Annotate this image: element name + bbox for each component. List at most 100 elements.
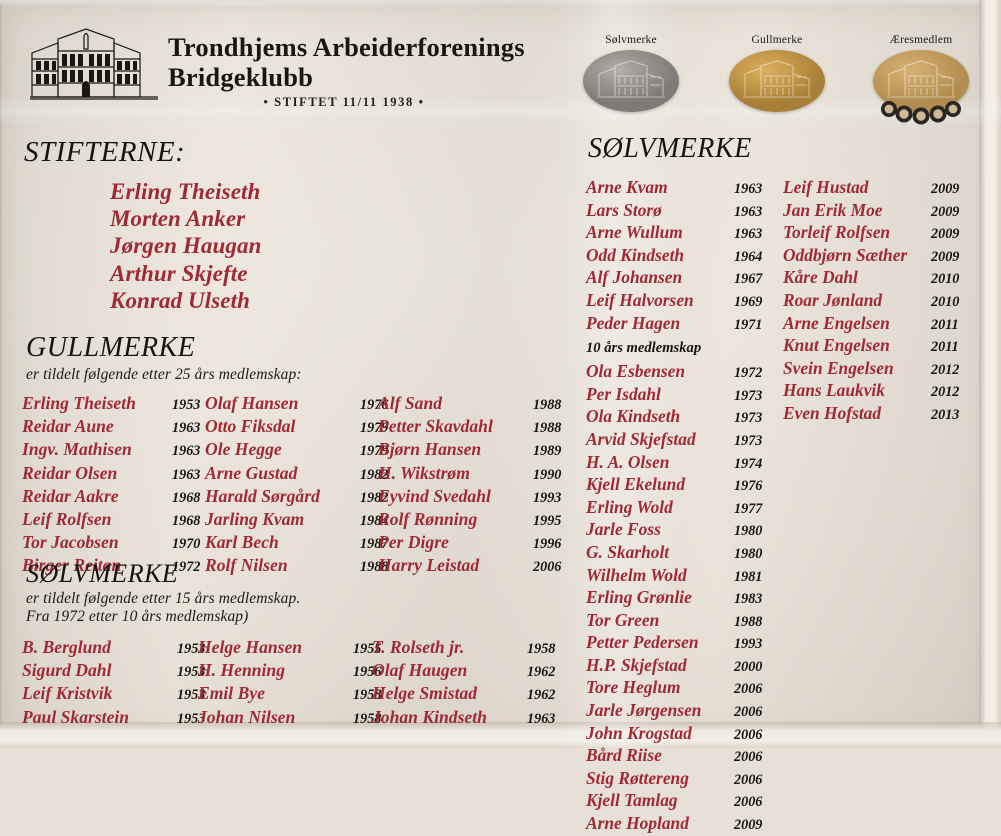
award-year: 1972 <box>734 365 763 382</box>
award-row: Erling Grønlie 1983 <box>586 587 778 610</box>
member-name: Helge Hansen <box>198 637 303 657</box>
award-year: 1963 <box>172 466 201 483</box>
member-name: Torleif Rolfsen <box>783 222 891 243</box>
award-row: Karl Bech 1987 <box>205 532 404 555</box>
award-row: Rolf Rønning 1995 <box>378 509 577 532</box>
award-year: 1984 <box>360 513 389 530</box>
medal-caption-silver: Sølvmerke <box>605 34 657 46</box>
award-year: 1976 <box>360 397 389 413</box>
member-name: Arvid Skjefstad <box>586 428 696 449</box>
award-year: 1962 <box>527 664 556 681</box>
award-row: Jarling Kvam 1984 <box>205 509 404 532</box>
award-year: 1982 <box>360 466 389 483</box>
member-name: Paul Skarstein <box>22 706 130 727</box>
award-row: Reidar Aune 1963 <box>22 416 216 439</box>
award-row: Harry Leistad 2006 <box>378 555 577 578</box>
member-name: Karl Bech <box>205 532 279 553</box>
solvmerke-left-subtitle-2: Fra 1972 etter 10 års medlemskap) <box>26 608 249 625</box>
award-year: 1958 <box>353 710 382 727</box>
member-name: Olaf Haugen <box>372 660 468 681</box>
award-year: 1993 <box>533 489 562 506</box>
award-year: 1988 <box>533 420 562 437</box>
member-name: Oddbjørn Sæther <box>783 244 908 265</box>
award-row: Leif Kristvik 1953 <box>22 683 221 706</box>
award-year: 1995 <box>533 513 562 530</box>
member-name: Ole Hegge <box>205 439 282 460</box>
award-row: H. Wikstrøm 1990 <box>378 463 577 486</box>
award-row: Harald Sørgård 1982 <box>205 486 404 509</box>
member-name: Knut Engelsen <box>783 335 890 356</box>
award-year: 1973 <box>734 387 763 404</box>
member-name: Bjørn Hansen <box>378 439 482 460</box>
award-year: 2006 <box>734 681 763 698</box>
founder-name: Arthur Skjefte <box>110 260 248 286</box>
award-row: Even Hofstad 2013 <box>783 403 975 426</box>
member-name: Tor Jacobsen <box>22 532 119 553</box>
member-name: Eyvind Svedahl <box>378 485 491 506</box>
membership-note: 10 års medlemskap <box>586 340 702 357</box>
award-row: H. Henning 1956 <box>198 660 397 683</box>
award-year: 2012 <box>931 384 960 401</box>
award-year: 2009 <box>931 181 960 197</box>
award-year: 1988 <box>360 559 389 576</box>
award-row: Ola Kindseth 1973 <box>586 406 778 429</box>
gullmerke-column-3: Alf Sand 1988 Petter Skavdahl 1988 Bjørn Han… <box>378 393 577 579</box>
award-year: 1963 <box>172 420 201 437</box>
member-name: Reidar Aakre <box>22 485 119 506</box>
award-row: Knut Engelsen 2011 <box>783 335 975 358</box>
award-year: 1970 <box>172 536 201 553</box>
member-name: Kjell Tamlag <box>586 790 678 811</box>
award-year: 2009 <box>931 248 960 265</box>
award-year: 1967 <box>734 271 763 288</box>
award-row: T. Rolseth jr. 1958 <box>372 637 571 660</box>
founders-title: STIFTERNE: <box>24 136 186 168</box>
award-row: Alf Johansen 1967 <box>586 267 778 290</box>
award-row: Emil Bye 1958 <box>198 683 397 706</box>
award-year: 1958 <box>527 641 556 657</box>
award-row: Eyvind Svedahl 1993 <box>378 486 577 509</box>
medal-building-engraving <box>597 60 665 98</box>
award-year: 1963 <box>734 226 763 243</box>
award-year: 1955 <box>353 641 382 657</box>
member-name: Hans Laukvik <box>783 380 885 401</box>
award-row: Tore Heglum 2006 <box>586 677 778 700</box>
member-name: Leif Rolfsen <box>22 509 112 530</box>
solvmerke-right-column-1: Arne Kvam 1963 Lars Storø 1963 Arne Wullum 19… <box>586 177 778 836</box>
gold-medal-icon <box>729 50 825 112</box>
award-year: 1979 <box>360 443 389 460</box>
award-year: 1971 <box>734 316 763 333</box>
award-year: 1964 <box>734 248 763 265</box>
medal-caption-gold: Gullmerke <box>751 34 803 46</box>
member-name: Helge Smistad <box>372 683 478 704</box>
award-year: 1963 <box>734 203 763 220</box>
award-row: Helge Hansen 1955 <box>198 637 397 660</box>
medal-group-silver: Sølvmerke <box>566 34 696 112</box>
founded-text: • STIFTET 11/11 1938 • <box>263 95 425 109</box>
award-row: Paul Skarstein 1953 <box>22 707 221 730</box>
award-row: Jan Erik Moe 2009 <box>783 200 975 223</box>
member-name: Leif Hustad <box>783 177 869 197</box>
award-row: Jarle Jørgensen 2006 <box>586 700 778 723</box>
award-row: Bjørn Hansen 1989 <box>378 439 577 462</box>
award-row: Arne Engelsen 2011 <box>783 313 975 336</box>
award-year: 1969 <box>734 293 763 310</box>
club-title-line1: Trondhjems Arbeiderforenings <box>168 32 525 62</box>
club-title-line2: Bridgeklubb <box>168 62 314 92</box>
member-name: H. A. Olsen <box>586 451 670 472</box>
award-year: 1996 <box>533 536 562 553</box>
medal-group-honorary: Æresmedlem <box>856 34 986 125</box>
award-year: 1980 <box>734 523 763 540</box>
award-year: 1976 <box>734 478 763 495</box>
member-name: G. Skarholt <box>586 541 670 562</box>
award-row: Birger Reitan 1972 <box>22 555 216 578</box>
award-row: Bård Riise 2006 <box>586 745 778 768</box>
award-year: 2011 <box>931 316 959 333</box>
award-row: Odd Kindseth 1964 <box>586 245 778 268</box>
award-row: Olaf Haugen 1962 <box>372 660 571 683</box>
member-name: Erling Wold <box>586 496 673 517</box>
member-name: Johan Kindseth <box>372 706 487 727</box>
award-year: 1953 <box>177 687 206 704</box>
award-row: Sigurd Dahl 1953 <box>22 660 221 683</box>
award-row: Otto Fiksdal 1979 <box>205 416 404 439</box>
